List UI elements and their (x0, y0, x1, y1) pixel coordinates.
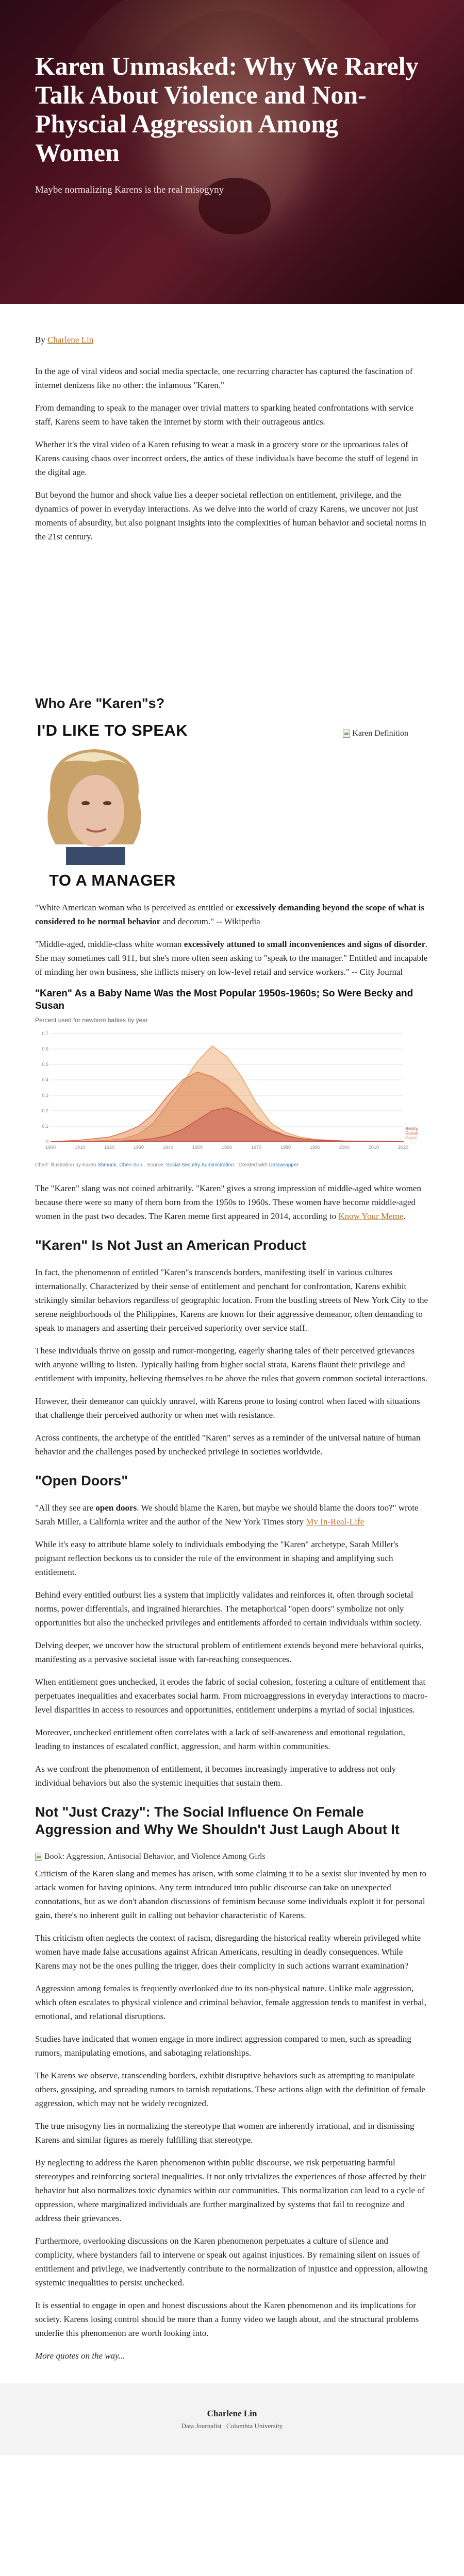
section-heading-open-doors: "Open Doors" (35, 1473, 128, 1488)
body-paragraph: While it's easy to attribute blame solel… (35, 1539, 399, 1577)
body-paragraph: The Karens we observe, transcending bord… (35, 2071, 425, 2108)
meme-portrait (47, 749, 141, 865)
body-paragraph: In fact, the phenomenon of entitled "Kar… (35, 1267, 428, 1333)
body-paragraph: Across continents, the archetype of the … (35, 1433, 421, 1456)
hero-photo (62, 0, 402, 289)
chart-plot: 0 0.1 0.2 0.3 0.4 0.5 0.6 0.7 1900 1910 1920 1930 19… (42, 1031, 419, 1150)
page-subtitle: Maybe normalizing Karens is the real mis… (35, 184, 224, 195)
body-paragraph: Delving deeper, we uncover how the struc… (35, 1640, 424, 1664)
author-link[interactable]: Charlene Lin (47, 335, 94, 345)
body-paragraph: Aggression among females is frequently o… (35, 1984, 426, 2021)
sarah-miller-quote: "All they see are open doors. We should … (35, 1503, 419, 1527)
chart-subtitle: Percent used for newborn babies by year (35, 1016, 148, 1024)
chart-x-tick-label: 1950 (192, 1145, 203, 1150)
chart-x-tick-label: 1940 (163, 1145, 173, 1150)
body-paragraph: By neglecting to address the Karen pheno… (35, 2158, 426, 2223)
page-title: Karen Unmasked: Why We Rarely Talk About… (35, 52, 419, 167)
body-paragraph: The true misogyny lies in normalizing th… (35, 2121, 415, 2145)
baby-name-chart: "Karen" As a Baby Name Was the Most Popu… (35, 988, 429, 1172)
chart-series-becky (51, 1107, 404, 1142)
chart-x-tick-label: 1980 (280, 1145, 291, 1150)
chart-source-link[interactable]: Shmunk, Chen Sun (97, 1162, 142, 1168)
body-paragraph: It is essential to engage in open and ho… (35, 2300, 419, 2338)
ssa-link[interactable]: Social Security Administration (166, 1162, 234, 1168)
chart-x-tick-label: 1970 (251, 1145, 261, 1150)
chart-x-tick-label: 2020 (398, 1145, 408, 1150)
meme-bottom-text: TO A MANAGER (49, 871, 176, 889)
body-paragraph: When entitlement goes unchecked, it erod… (35, 1677, 428, 1715)
hero-banner: Karen Unmasked: Why We Rarely Talk About… (0, 0, 464, 304)
broken-image-icon (35, 1852, 42, 1861)
footer-author-role: Data Journalist | Columbia University (181, 2422, 283, 2430)
chart-x-tick-label: 1900 (45, 1145, 56, 1150)
city-journal-quote: "Middle-aged, middle-class white woman e… (35, 939, 428, 977)
article-body: By Charlene Lin In the age of viral vide… (35, 304, 429, 2363)
intro-paragraph: From demanding to speak to the manager o… (35, 403, 414, 427)
more-quotes-note: More quotes on the way... (35, 2351, 125, 2361)
chart-y-tick-label: 0.7 (42, 1031, 48, 1036)
body-paragraph: Moreover, unchecked entitlement often co… (35, 1727, 405, 1751)
meme-top-text: I'D LIKE TO SPEAK (37, 721, 188, 739)
chart-y-tick-label: 0 (46, 1139, 48, 1144)
chart-y-tick-label: 0.4 (42, 1077, 48, 1082)
chart-y-tick-label: 0.5 (42, 1062, 48, 1067)
book-image: Book: Aggression, Antisocial Behavior, a… (35, 1850, 429, 1863)
chart-title: "Karen" As a Baby Name Was the Most Popu… (35, 988, 413, 1011)
chart-y-tick-label: 0.6 (42, 1046, 48, 1052)
intro-paragraph: In the age of viral videos and social me… (35, 366, 413, 390)
intro-paragraph: But beyond the humor and shock value lie… (35, 490, 426, 541)
chart-commentary: The "Karen" slang was not coined arbitra… (35, 1183, 421, 1221)
section-heading-not-american: "Karen" Is Not Just an American Product (35, 1238, 306, 1253)
byline: By Charlene Lin (35, 335, 94, 345)
chart-series-label: Becky (405, 1126, 418, 1131)
author-footer: Charlene Lin Data Journalist | Columbia … (0, 2383, 464, 2455)
chart-y-tick-label: 0.3 (42, 1093, 48, 1098)
chart-source: Chart: Illustration by Karen Shmunk, Che… (35, 1162, 299, 1168)
nyt-story-link[interactable]: My In-Real-Life (306, 1517, 364, 1527)
intro-paragraph: Whether it's the viral video of a Karen … (35, 439, 418, 477)
body-paragraph: Studies have indicated that women engage… (35, 2034, 411, 2058)
chart-y-tick-label: 0.2 (42, 1108, 48, 1113)
karen-definition-image: Karen Definition (343, 726, 408, 740)
body-paragraph: These individuals thrive on gossip and r… (35, 1346, 427, 1383)
wikipedia-quote: "White American woman who is perceived a… (35, 903, 424, 926)
chart-series-label: Susan (405, 1131, 419, 1136)
section-heading-who-are-karens: Who Are "Karen"s? (35, 696, 165, 711)
chart-x-tick-label: 2000 (339, 1145, 350, 1150)
know-your-meme-link[interactable]: Know Your Meme (338, 1211, 404, 1221)
chart-x-tick-label: 1910 (75, 1145, 85, 1150)
body-paragraph: However, their demeanor can quickly unra… (35, 1396, 420, 1420)
chart-x-tick-label: 1920 (104, 1145, 114, 1150)
body-paragraph: Furthermore, overlooking discussions on … (35, 2236, 428, 2287)
chart-x-tick-label: 1930 (134, 1145, 144, 1150)
footer-author-name: Charlene Lin (207, 2409, 257, 2418)
chart-series-label: Karen (405, 1136, 418, 1141)
chart-y-tick-label: 0.1 (42, 1124, 48, 1129)
body-paragraph: As we confront the phenomenon of entitle… (35, 1764, 396, 1788)
section-heading-not-just-crazy: Not "Just Crazy": The Social Influence O… (35, 1804, 400, 1837)
body-paragraph: Criticism of the Karen slang and memes h… (35, 1869, 427, 1920)
body-paragraph: Behind every entitled outburst lies a sy… (35, 1590, 422, 1628)
chart-x-tick-label: 1990 (310, 1145, 320, 1150)
chart-x-tick-label: 2010 (369, 1145, 379, 1150)
karen-meme-image: I'D LIKE TO SPEAK TO A MANAGER (35, 721, 190, 893)
broken-image-icon (343, 729, 351, 738)
body-paragraph: This criticism often neglects the contex… (35, 1933, 421, 1971)
chart-x-tick-label: 1960 (222, 1145, 232, 1150)
datawrapper-link[interactable]: Datawrapper (269, 1162, 299, 1168)
